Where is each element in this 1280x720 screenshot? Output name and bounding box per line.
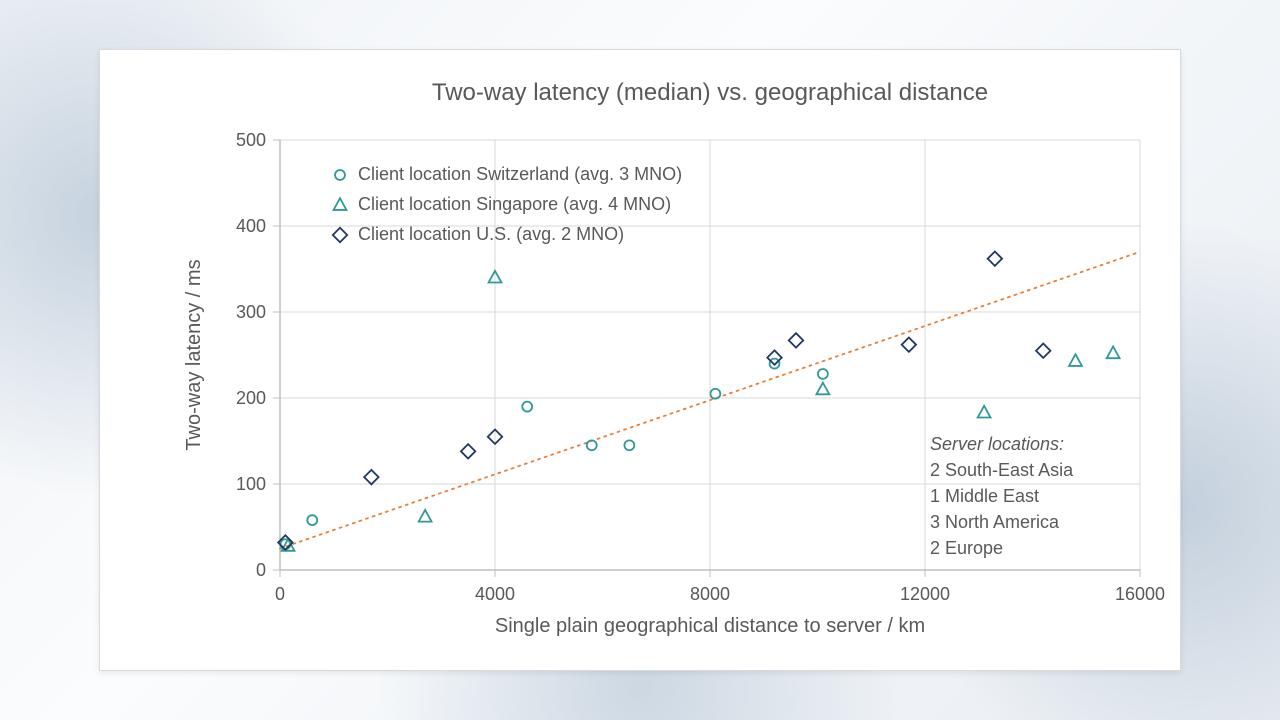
legend-marker-switzerland (335, 170, 345, 180)
server-locations-line: 1 Middle East (930, 486, 1039, 506)
marker-switzerland (307, 515, 317, 525)
series-singapore (282, 271, 1120, 551)
marker-switzerland (624, 440, 634, 450)
server-locations-box: Server locations: 2 South-East Asia 1 Midd… (930, 434, 1074, 558)
marker-switzerland (710, 389, 720, 399)
marker-singapore (419, 510, 432, 522)
marker-switzerland (818, 369, 828, 379)
marker-singapore (978, 406, 991, 418)
legend-marker-singapore (334, 198, 347, 210)
marker-switzerland (522, 402, 532, 412)
y-axis-label: Two-way latency / ms (183, 259, 205, 450)
y-tick-label: 300 (236, 302, 266, 322)
marker-us (1036, 344, 1050, 358)
chart-card: Two-way latency (median) vs. geographica… (99, 49, 1181, 671)
y-tick-label: 0 (256, 560, 266, 580)
y-tick-label: 200 (236, 388, 266, 408)
y-tick-label: 500 (236, 130, 266, 150)
server-locations-line: 2 South-East Asia (930, 460, 1074, 480)
server-locations-title: Server locations: (930, 434, 1064, 454)
legend-marker-us (333, 228, 347, 242)
legend-label-us: Client location U.S. (avg. 2 MNO) (358, 224, 624, 244)
marker-singapore (1107, 346, 1120, 358)
x-tick-label: 0 (275, 584, 285, 604)
x-axis-label: Single plain geographical distance to se… (495, 615, 925, 637)
x-tick-label: 16000 (1115, 584, 1165, 604)
y-tick-label: 400 (236, 216, 266, 236)
latency-scatter-chart: Two-way latency (median) vs. geographica… (100, 50, 1180, 670)
legend: Client location Switzerland (avg. 3 MNO)… (333, 164, 682, 244)
y-tick-label: 100 (236, 474, 266, 494)
x-tick-label: 8000 (690, 584, 730, 604)
marker-us (364, 470, 378, 484)
marker-singapore (1069, 354, 1082, 366)
server-locations-line: 2 Europe (930, 538, 1003, 558)
legend-label-switzerland: Client location Switzerland (avg. 3 MNO) (358, 164, 682, 184)
marker-singapore (816, 383, 829, 395)
chart-title: Two-way latency (median) vs. geographica… (432, 79, 988, 106)
marker-us (461, 444, 475, 458)
x-tick-label: 4000 (475, 584, 515, 604)
server-locations-line: 3 North America (930, 512, 1060, 532)
legend-label-singapore: Client location Singapore (avg. 4 MNO) (358, 194, 671, 214)
page-background: Two-way latency (median) vs. geographica… (0, 0, 1280, 720)
marker-us (988, 251, 1002, 265)
series-switzerland (280, 359, 827, 550)
marker-us (902, 337, 916, 351)
x-tick-label: 12000 (900, 584, 950, 604)
marker-us (789, 333, 803, 347)
